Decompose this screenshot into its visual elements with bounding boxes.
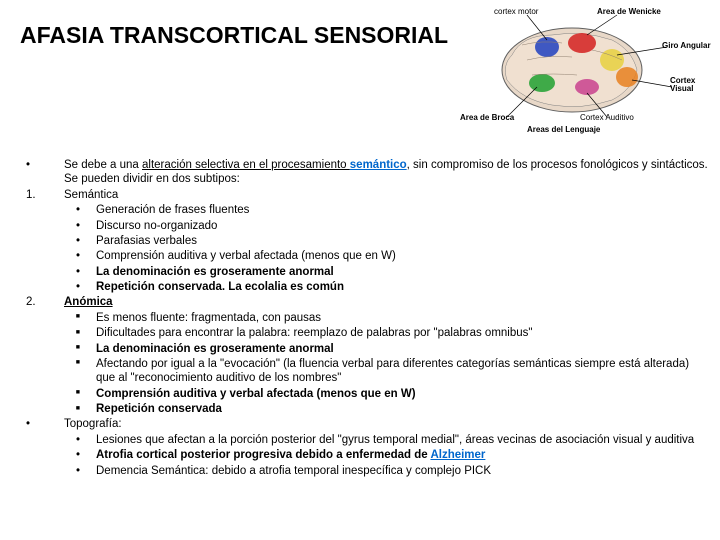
bullet-marker: • (20, 448, 96, 462)
label-wernicke: Area de Wenicke (597, 7, 661, 16)
square-marker: ■ (20, 402, 96, 416)
section3-title: Topografía: (64, 417, 710, 431)
square-marker: ■ (20, 326, 96, 340)
bullet-marker: • (20, 464, 96, 478)
list-item: ■Dificultades para encontrar la palabra:… (20, 326, 710, 340)
section3-title-row: • Topografía: (20, 417, 710, 431)
square-marker: ■ (20, 342, 96, 356)
list-item: ■Repetición conservada (20, 402, 710, 416)
list-item: •Lesiones que afectan a la porción poste… (20, 433, 710, 447)
list-item: •La denominación es groseramente anormal (20, 265, 710, 279)
list-item: ■La denominación es groseramente anormal (20, 342, 710, 356)
list-item-text: Afectando por igual a la "evocación" (la… (96, 357, 710, 386)
intro-text: Se debe a una alteración selectiva en el… (64, 158, 710, 187)
label-areas-lenguaje: Areas del Lenguaje (527, 125, 600, 134)
section1-title-row: 1. Semántica (20, 188, 710, 202)
list-item: •Comprensión auditiva y verbal afectada … (20, 249, 710, 263)
section2-title: Anómica (64, 295, 710, 309)
list-item-text: La denominación es groseramente anormal (96, 342, 710, 356)
number-marker: 2. (20, 295, 64, 309)
content-area: • Se debe a una alteración selectiva en … (20, 158, 710, 479)
list-item-text: Generación de frases fluentes (96, 203, 710, 217)
square-marker: ■ (20, 387, 96, 401)
list-item-text: Parafasias verbales (96, 234, 710, 248)
list-item: ■Afectando por igual a la "evocación" (l… (20, 357, 710, 386)
list-item: •Repetición conservada. La ecolalia es c… (20, 280, 710, 294)
square-marker: ■ (20, 311, 96, 325)
bullet-marker: • (20, 265, 96, 279)
label-cortex-auditivo: Cortex Auditivo (580, 113, 634, 122)
list-item: •Discurso no-organizado (20, 219, 710, 233)
list-item-text: Lesiones que afectan a la porción poster… (96, 433, 710, 447)
bullet-marker: • (20, 417, 64, 431)
bullet-marker: • (20, 158, 64, 187)
bullet-marker: • (20, 203, 96, 217)
link-alzheimer[interactable]: Alzheimer (430, 449, 485, 461)
section2-title-row: 2. Anómica (20, 295, 710, 309)
list-item: •Parafasias verbales (20, 234, 710, 248)
list-item-text: Discurso no-organizado (96, 219, 710, 233)
section1-title: Semántica (64, 188, 710, 202)
bullet-marker: • (20, 234, 96, 248)
list-item-text: Es menos fluente: fragmentada, con pausa… (96, 311, 710, 325)
list-item: •Generación de frases fluentes (20, 203, 710, 217)
list-item-text: Demencia Semántica: debido a atrofia tem… (96, 464, 710, 478)
list-item-text: Repetición conservada. La ecolalia es co… (96, 280, 710, 294)
list-item: •Atrofia cortical posterior progresiva d… (20, 448, 710, 462)
list-item-text: Comprensión auditiva y verbal afectada (… (96, 387, 710, 401)
intro-row: • Se debe a una alteración selectiva en … (20, 158, 710, 187)
list-item: ■Comprensión auditiva y verbal afectada … (20, 387, 710, 401)
number-marker: 1. (20, 188, 64, 202)
page-title: AFASIA TRANSCORTICAL SENSORIAL (20, 22, 448, 49)
square-marker: ■ (20, 357, 96, 386)
bullet-marker: • (20, 219, 96, 233)
list-item: •Demencia Semántica: debido a atrofia te… (20, 464, 710, 478)
bullet-marker: • (20, 249, 96, 263)
list-item: ■Es menos fluente: fragmentada, con paus… (20, 311, 710, 325)
label-giro-angular: Giro Angular (662, 41, 711, 50)
label-cortex-visual: Cortex Visual (670, 77, 705, 93)
list-item-text: Comprensión auditiva y verbal afectada (… (96, 249, 710, 263)
label-area-broca: Area de Broca (460, 113, 514, 122)
label-cortex-motor: cortex motor (494, 7, 538, 16)
link-semantico[interactable]: semántico (350, 159, 407, 171)
list-item-text: Dificultades para encontrar la palabra: … (96, 326, 710, 340)
bullet-marker: • (20, 433, 96, 447)
list-item-text: Atrofia cortical posterior progresiva de… (96, 448, 710, 462)
list-item-text: La denominación es groseramente anormal (96, 265, 710, 279)
list-item-text: Repetición conservada (96, 402, 710, 416)
brain-diagram: cortex motor Area de Wenicke Giro Angula… (452, 5, 712, 135)
bullet-marker: • (20, 280, 96, 294)
